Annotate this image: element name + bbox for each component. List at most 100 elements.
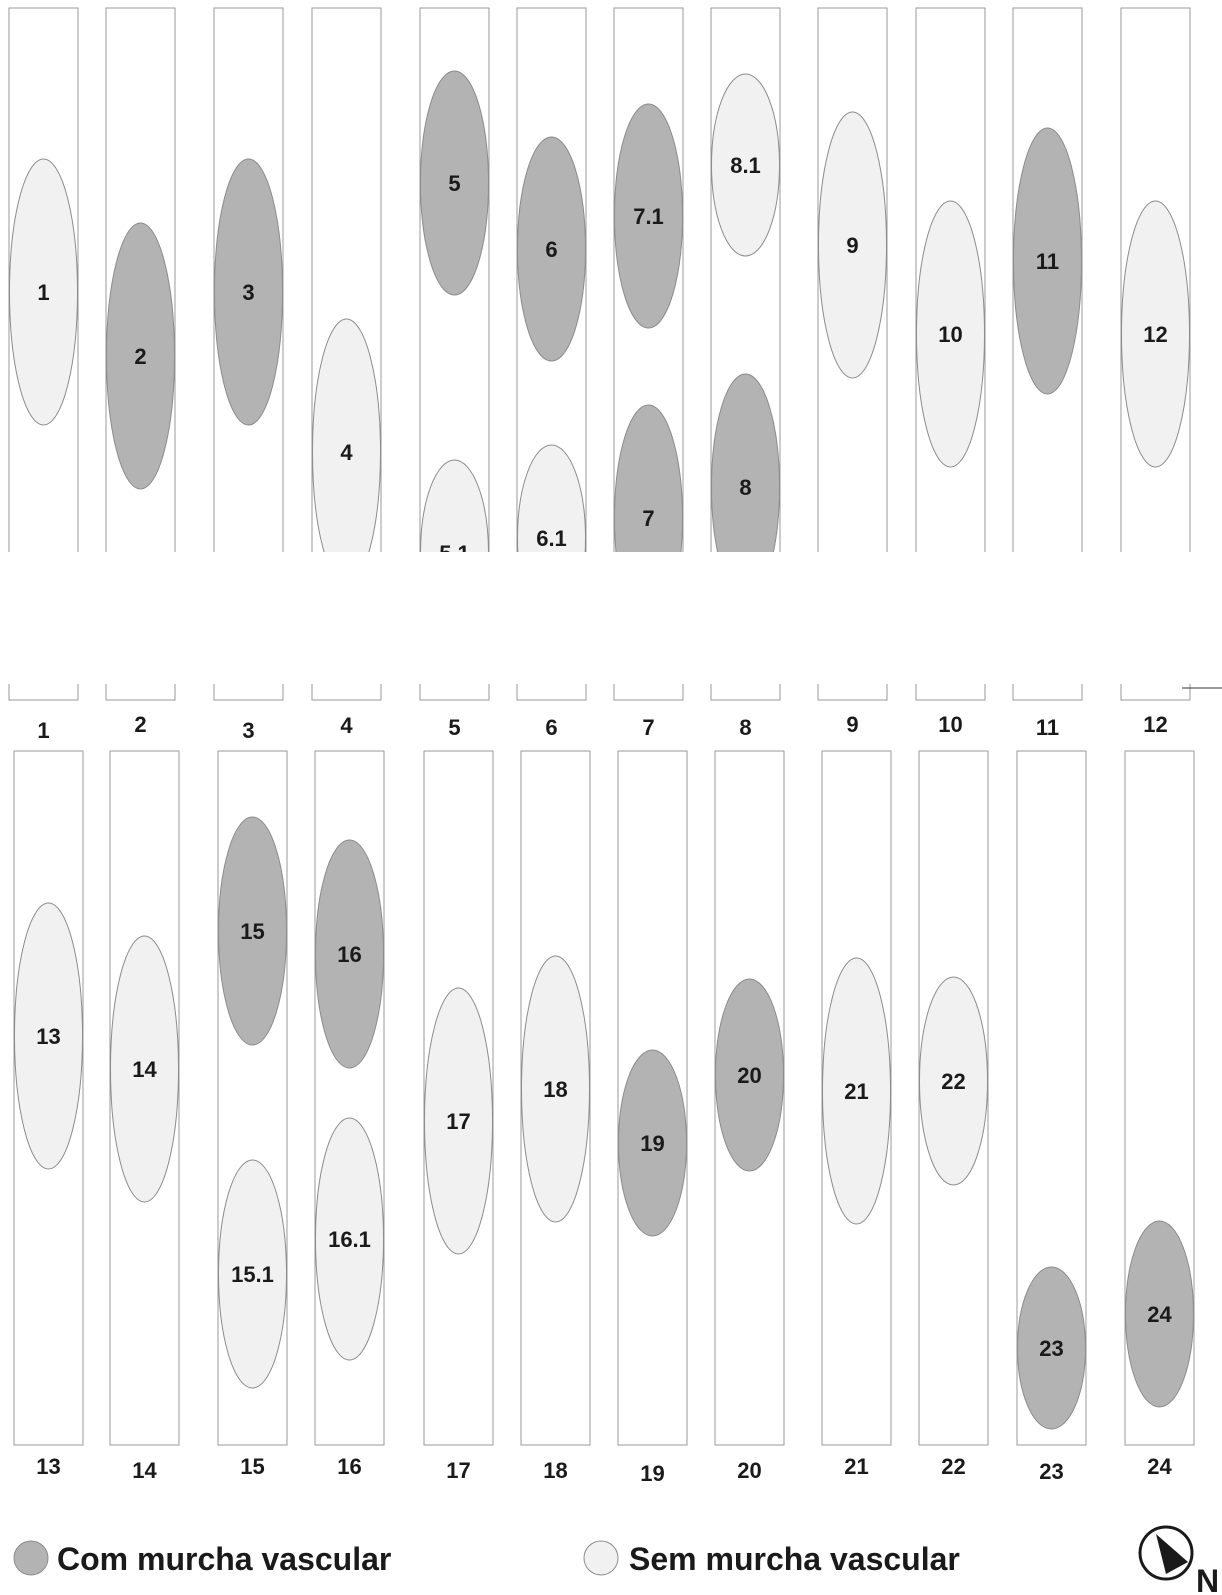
plant-19 <box>618 1049 687 1237</box>
plant-14 <box>110 935 179 1203</box>
plant-21 <box>822 957 891 1225</box>
plant-15 <box>218 816 287 1046</box>
row-label-15: 15 <box>240 1454 264 1479</box>
plant-label-5: 5 <box>448 171 460 196</box>
plant-1 <box>9 158 78 426</box>
plant-label-8: 8 <box>739 475 751 500</box>
row-stub-10 <box>915 686 986 701</box>
row-label-18: 18 <box>543 1458 567 1483</box>
plant-3 <box>214 158 283 426</box>
row-label-19: 19 <box>640 1461 664 1486</box>
plant-24 <box>1125 1220 1194 1408</box>
plant-6 <box>517 136 586 362</box>
row-label-22: 22 <box>941 1454 965 1479</box>
plant-label-1: 1 <box>37 280 49 305</box>
legend: Com murcha vascular Sem murcha vascular <box>13 1540 960 1577</box>
plant-label-7: 7 <box>642 506 654 531</box>
row-label-7: 7 <box>642 715 654 740</box>
row-label-21: 21 <box>844 1454 868 1479</box>
plant-label-19: 19 <box>640 1131 664 1156</box>
plant-label-21: 21 <box>844 1079 868 1104</box>
row-stub-2 <box>105 686 176 701</box>
row-label-10: 10 <box>938 712 962 737</box>
row-label-4: 4 <box>340 713 353 738</box>
image-gap-band <box>0 552 1222 684</box>
plant-label-13: 13 <box>36 1024 60 1049</box>
row-stub-6 <box>516 686 587 701</box>
row-label-16: 16 <box>337 1454 361 1479</box>
plant-22 <box>919 976 988 1186</box>
plant-label-8-1: 8.1 <box>730 153 761 178</box>
plant-label-3: 3 <box>242 280 254 305</box>
plant-label-16: 16 <box>337 942 361 967</box>
plant-18 <box>521 955 590 1223</box>
plant-label-2: 2 <box>134 344 146 369</box>
plant-23 <box>1017 1266 1086 1430</box>
plant-10 <box>916 200 985 468</box>
row-label-3: 3 <box>242 718 254 743</box>
plant-label-4: 4 <box>340 440 353 465</box>
row-label-13: 13 <box>36 1454 60 1479</box>
plant-label-12: 12 <box>1143 322 1167 347</box>
plant-label-17: 17 <box>446 1109 470 1134</box>
plant-label-15: 15 <box>240 919 264 944</box>
legend-swatch-without-wilt <box>583 1540 619 1576</box>
row-stub-5 <box>419 686 490 701</box>
plant-8-1 <box>711 73 780 257</box>
plant-label-9: 9 <box>846 233 858 258</box>
plant-label-11: 11 <box>1036 249 1059 274</box>
plants-layer: 123455.166.17.178.18910111213141515.1161… <box>9 70 1194 1430</box>
plant-label-20: 20 <box>737 1063 761 1088</box>
plant-15-1 <box>218 1159 287 1389</box>
plant-9 <box>818 111 887 379</box>
plant-20 <box>715 978 784 1172</box>
legend-swatch-with-wilt <box>13 1540 49 1576</box>
plant-label-14: 14 <box>132 1057 157 1082</box>
row-label-2: 2 <box>134 712 146 737</box>
row-stub-11 <box>1012 686 1083 701</box>
north-arrow-icon <box>1138 1525 1194 1581</box>
row-label-12: 12 <box>1143 712 1167 737</box>
legend-label-without-wilt: Sem murcha vascular <box>629 1541 960 1577</box>
plant-16-1 <box>315 1117 384 1361</box>
row-label-17: 17 <box>446 1458 470 1483</box>
row-label-9: 9 <box>846 712 858 737</box>
row-label-8: 8 <box>739 715 751 740</box>
plant-label-10: 10 <box>938 322 962 347</box>
row-label-23: 23 <box>1039 1459 1063 1484</box>
plant-label-7-1: 7.1 <box>633 204 664 229</box>
plant-5 <box>420 70 489 296</box>
row-stub-3 <box>213 686 284 701</box>
row-label-24: 24 <box>1147 1454 1172 1479</box>
plant-11 <box>1013 127 1082 395</box>
legend-label-with-wilt: Com murcha vascular <box>57 1541 391 1577</box>
plant-label-23: 23 <box>1039 1336 1063 1361</box>
plant-7-1 <box>614 103 683 329</box>
row-label-11: 11 <box>1036 715 1059 740</box>
row-stub-9 <box>817 686 888 701</box>
row-stub-12 <box>1120 686 1191 701</box>
row-label-20: 20 <box>737 1458 761 1483</box>
row-stub-7 <box>613 686 684 701</box>
row-stubs-layer <box>8 686 1222 701</box>
row-label-1: 1 <box>37 718 49 743</box>
row-label-5: 5 <box>448 715 460 740</box>
row-label-14: 14 <box>132 1458 157 1483</box>
plant-label-16-1: 16.1 <box>328 1227 371 1252</box>
plant-2 <box>106 222 175 490</box>
row-label-6: 6 <box>545 715 557 740</box>
plant-12 <box>1121 200 1190 468</box>
plant-16 <box>315 839 384 1069</box>
plant-label-18: 18 <box>543 1077 567 1102</box>
plant-label-22: 22 <box>941 1069 965 1094</box>
plant-label-24: 24 <box>1147 1302 1172 1327</box>
row-stub-4 <box>311 686 382 701</box>
plant-13 <box>14 902 83 1170</box>
plant-label-15-1: 15.1 <box>231 1262 274 1287</box>
plant-label-6: 6 <box>545 237 557 262</box>
north-label: N <box>1196 1563 1219 1595</box>
plant-label-6-1: 6.1 <box>536 526 567 551</box>
row-stub-1 <box>8 686 79 701</box>
